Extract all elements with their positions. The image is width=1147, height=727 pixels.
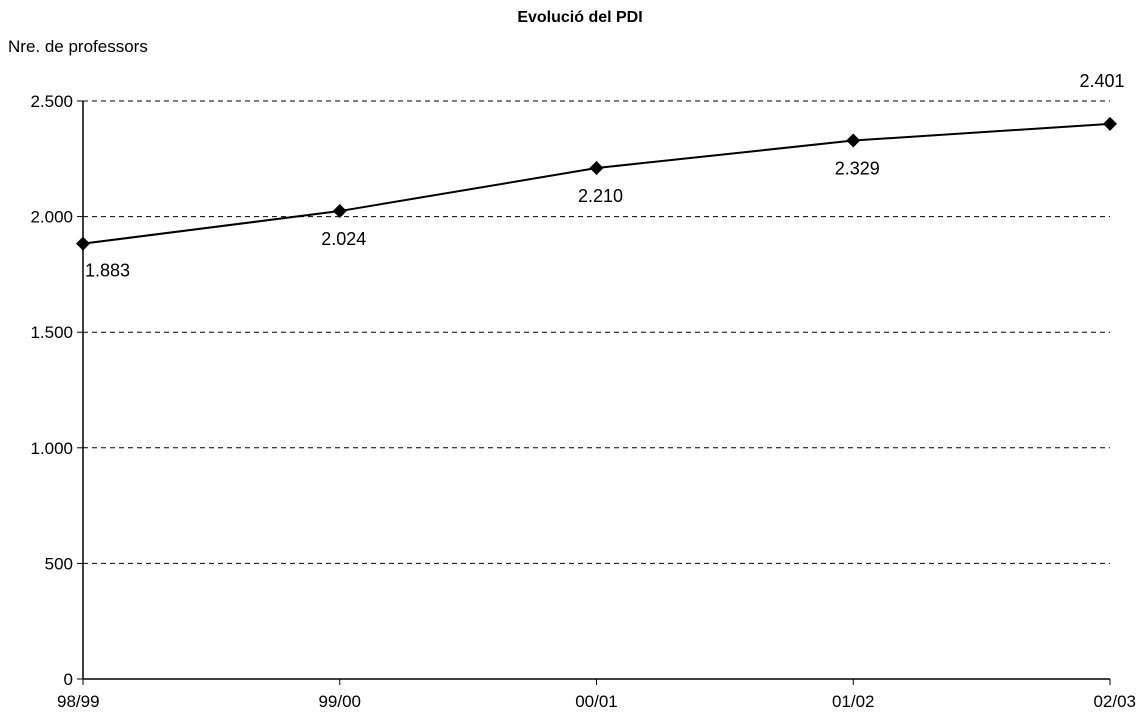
x-tick-label: 98/99 [57,692,100,711]
chart-title: Evolució del PDI [517,9,642,26]
axes: 0 500 1.000 1.500 2.000 2.500 98/99 99/00 00/01 0… [30,92,1136,711]
data-point-marker [332,204,347,219]
x-tick-label: 00/01 [575,692,618,711]
y-tick-label: 2.500 [30,92,73,111]
data-point-marker [589,161,604,176]
y-tick-label: 1.500 [30,323,73,342]
y-tick-label: 500 [45,554,73,573]
data-labels: 1.883 2.024 2.210 2.329 2.401 [85,71,1125,281]
y-tick-label: 0 [64,670,73,689]
series-group [76,116,1117,251]
data-label: 2.024 [321,229,366,249]
series-line [82,122,1111,245]
data-label: 2.401 [1079,71,1124,91]
x-tick-label: 01/02 [832,692,875,711]
y-tick-label: 2.000 [30,208,73,227]
y-axis-title: Nre. de professors [8,37,148,56]
y-tick-label: 1.000 [30,439,73,458]
data-point-marker [1103,116,1117,131]
gridlines [83,100,1110,564]
x-tick-label: 99/00 [318,692,361,711]
x-tick-label: 02/03 [1093,692,1136,711]
data-point-marker [76,236,90,251]
data-label: 2.210 [578,186,623,206]
data-label: 1.883 [85,261,130,281]
data-label: 2.329 [835,159,880,179]
data-point-marker [846,133,861,148]
